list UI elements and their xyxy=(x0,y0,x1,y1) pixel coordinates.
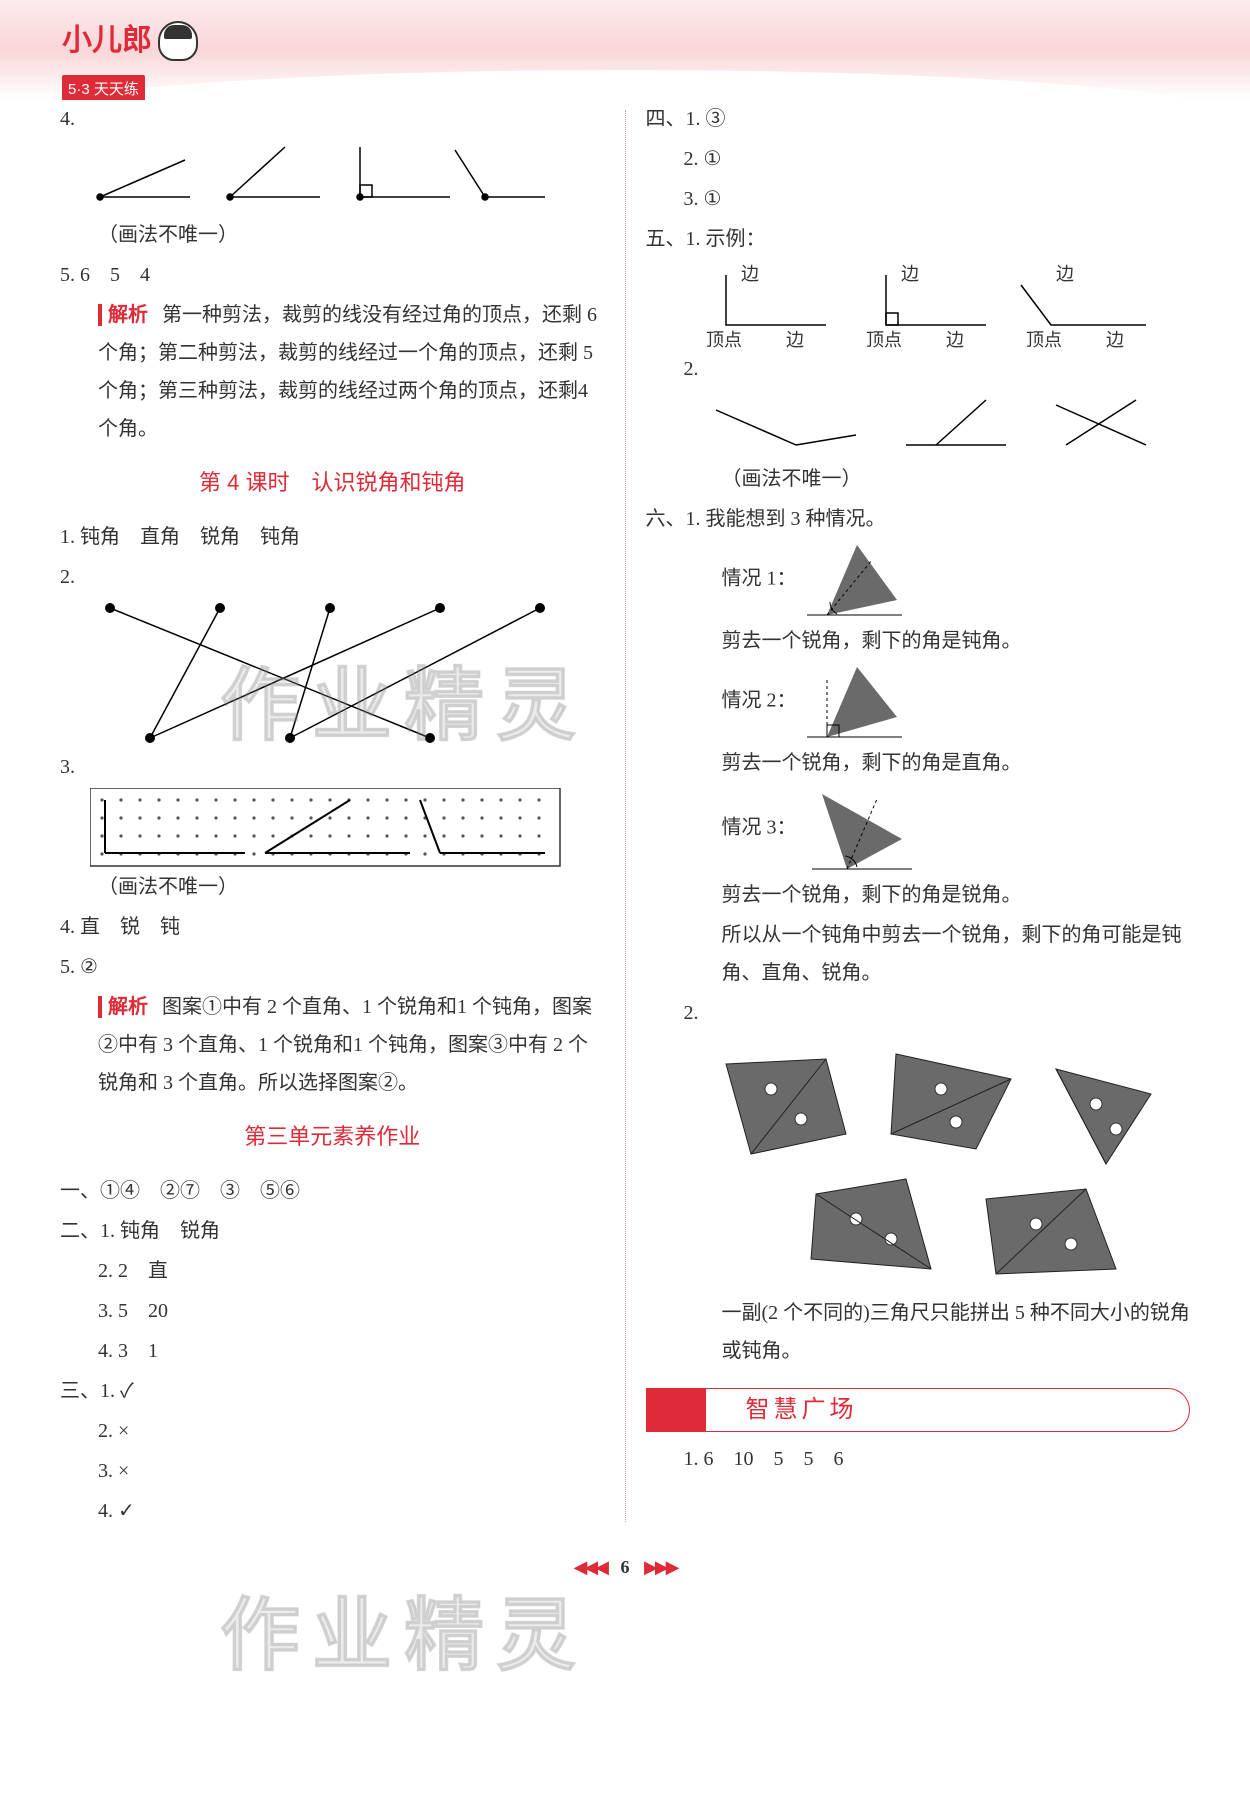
label-side: 边 xyxy=(1106,330,1124,350)
case3-desc: 剪去一个锐角，剩下的角是锐角。 xyxy=(646,876,1191,914)
u3-2-2: 2. 2 直 xyxy=(60,1252,605,1290)
l4-q2-matching-diagram xyxy=(90,598,560,748)
page: 小儿郎 5·3 天天练 4. （画法不唯一） 5. 6 5 4 解 xyxy=(0,0,1250,1805)
logo-subtitle: 5·3 天天练 xyxy=(62,75,145,100)
l4-q5-analysis-block: 解析图案①中有 2 个直角、1 个锐角和1 个钝角，图案②中有 3 个直角、1 … xyxy=(60,988,605,1102)
content-area: 4. （画法不唯一） 5. 6 5 4 解析第一种剪法，裁剪的线没有经过角的顶点… xyxy=(0,100,1250,1532)
wisdom-banner: 智慧广场 xyxy=(646,1388,1191,1432)
l4-q5: 5. ② xyxy=(60,948,605,986)
q4-note: （画法不唯一） xyxy=(60,216,605,254)
case3-triangle-diagram xyxy=(802,784,922,874)
u3-3-3: 3. × xyxy=(60,1452,605,1490)
label-side: 边 xyxy=(1056,264,1074,284)
wisdom-title: 智慧广场 xyxy=(706,1388,1191,1432)
analysis-label: 解析 xyxy=(98,996,152,1018)
u3-6-2-text: 一副(2 个不同的)三角尺只能拼出 5 种不同大小的锐角或钝角。 xyxy=(646,1294,1191,1370)
left-column: 4. （画法不唯一） 5. 6 5 4 解析第一种剪法，裁剪的线没有经过角的顶点… xyxy=(60,100,605,1532)
case1-triangle-diagram xyxy=(802,540,912,620)
u3-5-1-text: 五、1. 示例： xyxy=(646,228,766,250)
u3-5-2: 2. xyxy=(646,350,1191,388)
mascot-icon xyxy=(158,21,198,61)
footer-triangles-right-icon: ▶▶▶ xyxy=(644,1557,677,1577)
l4-q1: 1. 钝角 直角 锐角 钝角 xyxy=(60,518,605,556)
u3-5-1: 五、1. 示例： xyxy=(646,220,1191,258)
u3-6-conclusion: 所以从一个钝角中剪去一个锐角，剩下的角可能是钝角、直角、锐角。 xyxy=(646,916,1191,992)
u3-3-2: 2. × xyxy=(60,1412,605,1450)
label-vertex: 顶点 xyxy=(866,330,902,350)
case1-label: 情况 1： xyxy=(646,540,1191,620)
u3-3-1: 三、1. ✓ xyxy=(60,1372,605,1410)
l4-q3: 3. xyxy=(60,748,605,786)
logo-title-text: 小儿郎 xyxy=(62,12,152,69)
wisdom-red-block xyxy=(646,1388,706,1432)
analysis-label: 解析 xyxy=(98,304,152,326)
logo-block: 小儿郎 5·3 天天练 xyxy=(62,12,198,100)
l4-q4: 4. 直 锐 钝 xyxy=(60,908,605,946)
case1-desc: 剪去一个锐角，剩下的角是钝角。 xyxy=(646,622,1191,660)
footer-triangles-left-icon: ◀◀◀ xyxy=(573,1557,606,1577)
unit3-title: 第三单元素养作业 xyxy=(60,1116,605,1158)
u3-2-4: 4. 3 1 xyxy=(60,1332,605,1370)
u3-4-1: 四、1. ③ xyxy=(646,100,1191,138)
label-vertex: 顶点 xyxy=(1026,330,1062,350)
l4-q3-note: （画法不唯一） xyxy=(60,868,605,906)
u3-5-1-angles-diagram: 边 顶点 边 边 顶点 边 边 顶点 边 xyxy=(706,260,1176,350)
right-column: 四、1. ③ 2. ① 3. ① 五、1. 示例： 边 顶点 边 边 顶点 边 边 xyxy=(646,100,1191,1532)
case2-triangle-diagram xyxy=(802,662,912,742)
page-header: 小儿郎 5·3 天天练 xyxy=(0,0,1250,100)
label-side: 边 xyxy=(741,264,759,284)
wisdom-q1: 1. 6 10 5 5 6 xyxy=(646,1440,1191,1478)
u3-6-2: 2. xyxy=(646,994,1191,1032)
l4-q5-analysis-text: 图案①中有 2 个直角、1 个锐角和1 个钝角，图案②中有 3 个直角、1 个锐… xyxy=(98,996,592,1094)
page-footer: ◀◀◀ 6 ▶▶▶ xyxy=(0,1532,1250,1602)
q5-line: 5. 6 5 4 xyxy=(60,256,605,294)
l4-q2: 2. xyxy=(60,558,605,596)
u3-5-note: （画法不唯一） xyxy=(646,460,1191,498)
u3-4-3: 3. ① xyxy=(646,180,1191,218)
case2-text: 情况 2： xyxy=(722,690,797,712)
u3-6-2-five-shapes xyxy=(696,1034,1166,1294)
u3-2-3: 3. 5 20 xyxy=(60,1292,605,1330)
case2-desc: 剪去一个锐角，剩下的角是直角。 xyxy=(646,744,1191,782)
case1-text: 情况 1： xyxy=(722,568,797,590)
label-side: 边 xyxy=(901,264,919,284)
case2-label: 情况 2： xyxy=(646,662,1191,742)
column-divider xyxy=(625,110,626,1522)
q5-analysis-text: 第一种剪法，裁剪的线没有经过角的顶点，还剩 6 个角；第二种剪法，裁剪的线经过一… xyxy=(98,304,597,440)
u3-4-2: 2. ① xyxy=(646,140,1191,178)
page-number: 6 xyxy=(621,1557,630,1577)
case3-text: 情况 3： xyxy=(722,817,797,839)
u3-6-1: 六、1. 我能想到 3 种情况。 xyxy=(646,500,1191,538)
u3-2-1: 二、1. 钝角 锐角 xyxy=(60,1212,605,1250)
u3-5-2-lines-diagram xyxy=(706,390,1176,460)
u3-3-4: 4. ✓ xyxy=(60,1492,605,1530)
lesson4-title: 第 4 课时 认识锐角和钝角 xyxy=(60,462,605,504)
q5-analysis-block: 解析第一种剪法，裁剪的线没有经过角的顶点，还剩 6 个角；第二种剪法，裁剪的线经… xyxy=(60,296,605,448)
label-side: 边 xyxy=(786,330,804,350)
case3-label: 情况 3： xyxy=(646,784,1191,874)
u3-1: 一、①④ ②⑦ ③ ⑤⑥ xyxy=(60,1172,605,1210)
label-side: 边 xyxy=(946,330,964,350)
l4-q3-dotgrid-diagram xyxy=(90,788,570,868)
label-vertex: 顶点 xyxy=(706,330,742,350)
q4-label: 4. xyxy=(60,100,605,138)
q4-angles-diagram xyxy=(90,142,550,212)
logo-title: 小儿郎 xyxy=(62,12,198,69)
